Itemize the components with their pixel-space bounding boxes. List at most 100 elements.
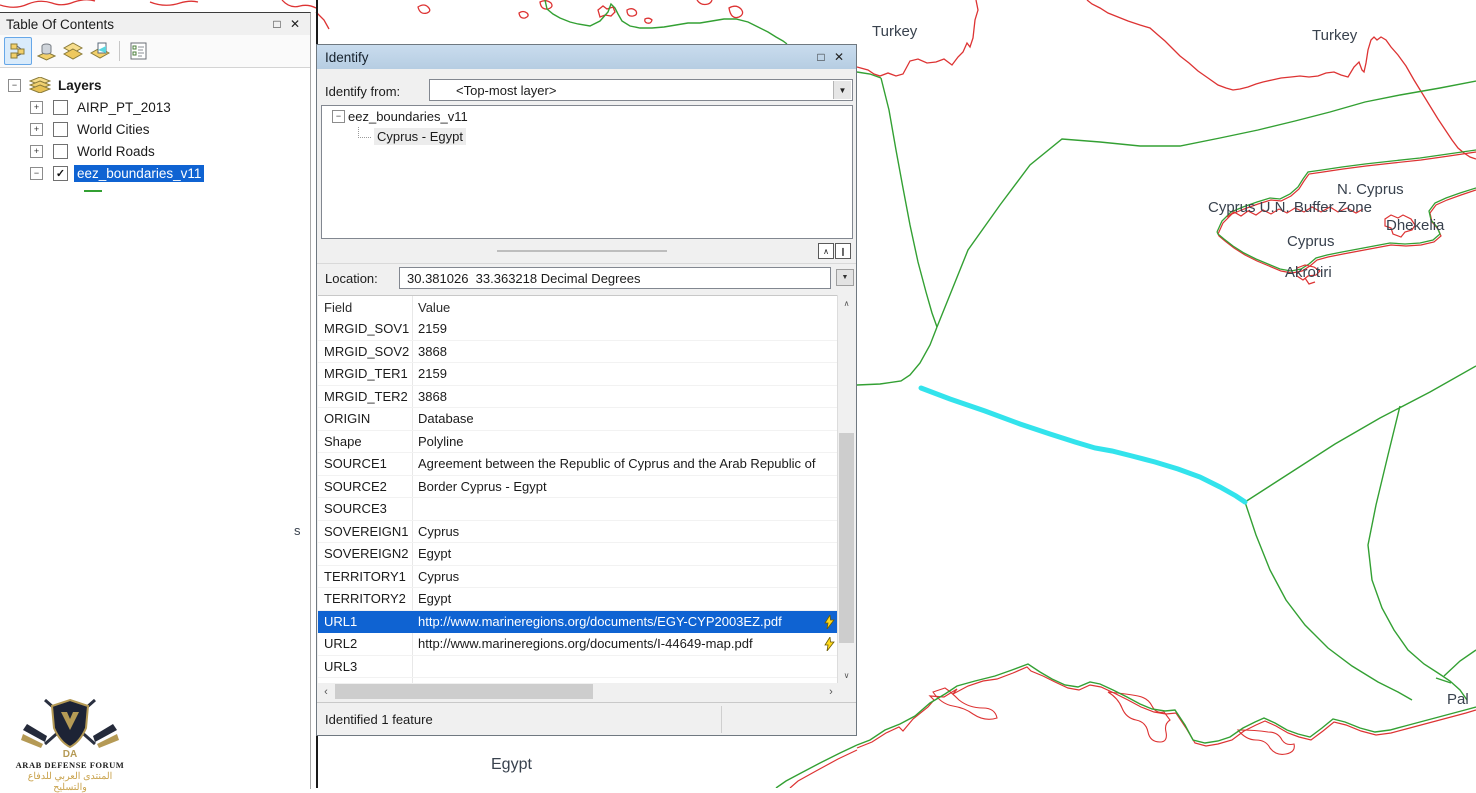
field-column-header[interactable]: Field	[324, 299, 353, 315]
value-column-header[interactable]: Value	[418, 299, 451, 315]
results-tree-root[interactable]: − eez_boundaries_v11	[322, 106, 852, 126]
layer-label-selected[interactable]: eez_boundaries_v11	[74, 164, 205, 182]
vertical-scroll-thumb[interactable]	[839, 433, 854, 643]
eez-line-symbol[interactable]	[84, 190, 102, 192]
field-cell: MRGID_TER2	[324, 388, 408, 404]
map-label-un-buffer-zone: Cyprus U.N. Buffer Zone	[1208, 199, 1372, 216]
table-row-url2[interactable]: URL2 http://www.marineregions.org/docume…	[318, 633, 839, 656]
identify-status-bar: Identified 1 feature	[317, 702, 856, 736]
chevron-down-icon[interactable]: ▼	[833, 81, 851, 99]
table-row[interactable]: Shape Polyline	[318, 431, 839, 453]
field-cell: Shape	[324, 433, 362, 449]
toc-maximize-button[interactable]: □	[273, 17, 281, 31]
list-by-source-icon[interactable]	[33, 38, 59, 64]
layer-checkbox-unchecked[interactable]	[53, 121, 68, 137]
location-row: Location: 30.381026 33.363218 Decimal De…	[317, 263, 856, 292]
layer-item-airp-pt-2013[interactable]: + AIRP_PT_2013	[0, 96, 310, 118]
identify-title-bar[interactable]: Identify □ ✕	[317, 45, 856, 69]
table-row[interactable]: TERRITORY2 Egypt	[318, 588, 839, 611]
scroll-up-icon[interactable]: ∧	[843, 298, 850, 308]
table-row[interactable]: MRGID_SOV1 2159	[318, 318, 839, 341]
options-icon[interactable]	[125, 38, 151, 64]
layer-label[interactable]: World Roads	[77, 143, 155, 159]
field-cell: URL2	[324, 636, 358, 652]
layer-item-world-roads[interactable]: + World Roads	[0, 140, 310, 162]
value-cell: Border Cyprus - Egypt	[418, 478, 547, 494]
map-label-palestine-truncated: Pal	[1447, 691, 1469, 708]
collapse-expander-icon[interactable]: −	[8, 78, 21, 92]
toc-title-bar: Table Of Contents □ ✕	[0, 13, 310, 35]
results-feature-label[interactable]: Cyprus - Egypt	[374, 127, 466, 145]
list-by-drawing-order-icon[interactable]	[4, 37, 32, 65]
toc-root-layers[interactable]: − Layers	[0, 74, 310, 96]
results-layer-label[interactable]: eez_boundaries_v11	[348, 108, 468, 124]
collapse-expander-icon[interactable]: −	[332, 109, 345, 123]
field-cell: ORIGIN	[324, 411, 371, 427]
table-row[interactable]: SOVEREIGN1 Cyprus	[318, 521, 839, 543]
toc-layer-tree: − Layers + AIRP_PT_2013 + World Cities +…	[0, 68, 310, 184]
table-row[interactable]: SOURCE3	[318, 498, 839, 521]
field-cell: URL3	[324, 658, 358, 674]
expand-expander-icon[interactable]: +	[30, 122, 43, 136]
table-row[interactable]: SOURCE1 Agreement between the Republic of…	[318, 453, 839, 476]
layer-checkbox-checked[interactable]: ✓	[53, 165, 68, 181]
layer-item-world-cities[interactable]: + World Cities	[0, 118, 310, 140]
scroll-right-icon[interactable]: ›	[829, 685, 833, 698]
layer-label[interactable]: World Cities	[77, 121, 150, 137]
list-by-selection-icon[interactable]	[87, 38, 113, 64]
expand-expander-icon[interactable]: +	[30, 144, 43, 158]
watermark-monogram: DA	[62, 749, 78, 760]
value-cell-hyperlink[interactable]: http://www.marineregions.org/documents/I…	[418, 636, 753, 652]
identify-from-dropdown[interactable]: <Top-most layer> ▼	[429, 79, 853, 101]
value-cell: Polyline	[418, 433, 464, 449]
hyperlink-lightning-icon[interactable]	[824, 613, 835, 632]
table-row[interactable]: MRGID_TER1 2159	[318, 363, 839, 386]
selected-boundary-cyprus-egypt[interactable]	[918, 385, 1248, 505]
panel-splitter[interactable]: ∧ ❙	[317, 241, 856, 261]
layer-label[interactable]: AIRP_PT_2013	[77, 99, 171, 115]
status-text: Identified 1 feature	[325, 712, 433, 727]
identify-maximize-button[interactable]: □	[817, 50, 825, 64]
field-cell: TERRITORY1	[324, 568, 406, 584]
status-bar-panel	[721, 706, 855, 733]
group-layers-icon	[29, 77, 51, 93]
scroll-down-icon[interactable]: ∨	[843, 670, 850, 680]
value-cell: Egypt	[418, 591, 452, 607]
table-row[interactable]: URL3	[318, 656, 839, 678]
table-row[interactable]: MRGID_SOV2 3868	[318, 341, 839, 363]
identify-title: Identify	[325, 49, 369, 65]
scroll-left-icon[interactable]: ‹	[324, 685, 328, 698]
results-tree-feature[interactable]: Cyprus - Egypt	[322, 126, 852, 146]
value-cell: 3868	[418, 388, 447, 404]
value-cell-hyperlink[interactable]: http://www.marineregions.org/documents/E…	[418, 613, 782, 629]
horizontal-scroll-thumb[interactable]	[335, 684, 593, 699]
layer-item-eez-boundaries[interactable]: − ✓ eez_boundaries_v11	[0, 162, 310, 184]
vertical-scrollbar[interactable]: ∧ ∨	[837, 295, 855, 683]
identify-close-button[interactable]: ✕	[833, 50, 845, 64]
expand-expander-icon[interactable]: +	[30, 100, 43, 114]
field-cell: SOURCE3	[324, 501, 387, 517]
table-row[interactable]: ORIGIN Database	[318, 408, 839, 431]
pin-panel-button[interactable]: ❙	[835, 243, 851, 259]
table-row[interactable]: SOURCE2 Border Cyprus - Egypt	[318, 476, 839, 498]
splitter-handle[interactable]	[497, 250, 667, 252]
location-units-dropdown[interactable]: ▼	[836, 269, 854, 286]
table-row[interactable]: MRGID_TER2 3868	[318, 386, 839, 408]
layer-checkbox-unchecked[interactable]	[53, 99, 68, 115]
identify-from-value: <Top-most layer>	[456, 82, 557, 98]
table-row[interactable]: SOVEREIGN2 Egypt	[318, 543, 839, 566]
list-by-visibility-icon[interactable]	[60, 38, 86, 64]
hyperlink-lightning-icon[interactable]	[824, 635, 835, 654]
table-row[interactable]: TERRITORY1 Cyprus	[318, 566, 839, 588]
value-cell: Cyprus	[418, 568, 460, 584]
location-input[interactable]: 30.381026 33.363218 Decimal Degrees	[399, 267, 831, 289]
horizontal-scrollbar[interactable]: ‹ ›	[318, 683, 839, 700]
toc-close-button[interactable]: ✕	[289, 17, 301, 31]
layer-checkbox-unchecked[interactable]	[53, 143, 68, 159]
table-row-selected-url1[interactable]: URL1 http://www.marineregions.org/docume…	[318, 610, 839, 633]
collapse-panel-button[interactable]: ∧	[818, 243, 834, 259]
layers-root-label[interactable]: Layers	[58, 77, 102, 93]
collapse-expander-icon[interactable]: −	[30, 166, 43, 180]
field-cell: MRGID_SOV1	[324, 321, 410, 337]
